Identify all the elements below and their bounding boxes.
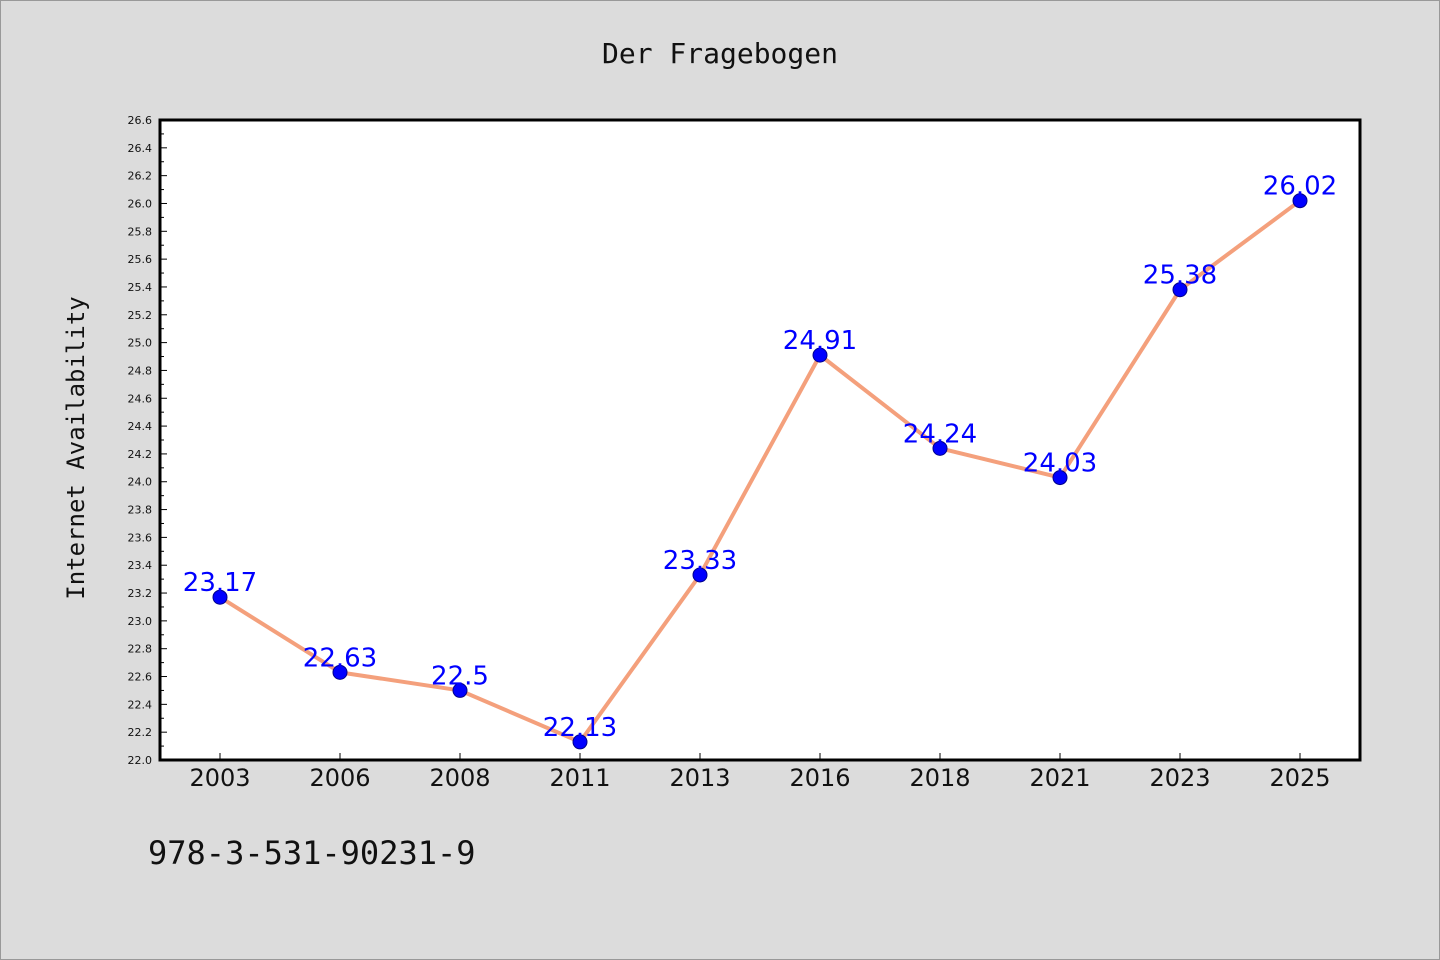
x-tick-label: 2018 (909, 764, 970, 792)
y-tick-label: 25.6 (128, 253, 153, 266)
x-tick-label: 2021 (1029, 764, 1090, 792)
x-tick-label: 2008 (429, 764, 490, 792)
series-line (218, 198, 1302, 744)
y-tick-label: 24.8 (128, 364, 153, 377)
x-tick-label: 2016 (789, 764, 850, 792)
data-point (1292, 193, 1308, 209)
y-tick-label: 25.8 (128, 225, 153, 238)
y-tick-label: 24.2 (128, 448, 153, 461)
data-label: 23.33 (663, 546, 737, 576)
x-tick-label: 2025 (1269, 764, 1330, 792)
data-label: 26.02 (1263, 172, 1337, 202)
y-tick-label: 25.4 (128, 281, 153, 294)
y-tick-label: 22.6 (128, 671, 153, 684)
y-tick-label: 23.0 (128, 615, 153, 628)
data-label: 24.24 (903, 419, 977, 449)
x-tick-label: 2013 (669, 764, 730, 792)
y-tick-label: 22.2 (128, 726, 153, 739)
chart-title: Der Fragebogen (602, 37, 838, 70)
data-label: 24.03 (1023, 449, 1097, 479)
x-tick-label: 2023 (1149, 764, 1210, 792)
y-tick-label: 26.6 (128, 114, 153, 127)
y-tick-label: 23.6 (128, 531, 153, 544)
data-point (812, 347, 828, 363)
y-tick-label: 23.8 (128, 504, 153, 517)
y-tick-label: 22.8 (128, 643, 153, 656)
data-label: 22.13 (543, 713, 617, 743)
y-axis: 22.0 22.2 22.4 22.6 22.8 23.0 23.2 23.4 23.6 23.8… (128, 114, 167, 767)
data-point (452, 682, 468, 698)
y-tick-label: 25.2 (128, 309, 153, 322)
y-tick-label: 23.2 (128, 587, 153, 600)
data-point (572, 734, 588, 750)
x-tick-label: 2003 (189, 764, 250, 792)
data-point (1172, 282, 1188, 298)
y-tick-label: 24.4 (128, 420, 153, 433)
y-tick-label: 22.0 (128, 754, 153, 767)
y-tick-label: 23.4 (128, 559, 153, 572)
data-label: 23.17 (183, 568, 257, 598)
plot-area (160, 120, 1360, 760)
data-label: 22.63 (303, 643, 377, 673)
y-tick-label: 26.0 (128, 197, 153, 210)
x-axis: 2003 2006 2008 2011 2013 2016 2018 2021 2023 2025 (189, 753, 1331, 792)
y-tick-label: 24.0 (128, 476, 153, 489)
plot-frame (158, 118, 1362, 762)
data-point (932, 440, 948, 456)
y-tick-label: 24.6 (128, 392, 153, 405)
y-tick-label: 25.0 (128, 337, 153, 350)
x-tick-label: 2006 (309, 764, 370, 792)
data-point (1052, 470, 1068, 486)
data-point (332, 664, 348, 680)
y-tick-label: 22.4 (128, 698, 153, 711)
y-tick-label: 26.4 (128, 142, 153, 155)
footer-text: 978-3-531-90231-9 (148, 834, 476, 872)
data-label: 25.38 (1143, 261, 1217, 291)
y-axis-label: Internet Availability (62, 296, 90, 599)
data-label: 22.5 (431, 661, 489, 691)
data-point (212, 589, 228, 605)
y-tick-label: 26.2 (128, 170, 153, 183)
data-label: 24.91 (783, 326, 857, 356)
series-layer: 23.17 22.63 22.5 22.13 23.33 24.91 24.24 24.03 2… (183, 172, 1337, 750)
x-tick-label: 2011 (549, 764, 610, 792)
data-point (692, 567, 708, 583)
